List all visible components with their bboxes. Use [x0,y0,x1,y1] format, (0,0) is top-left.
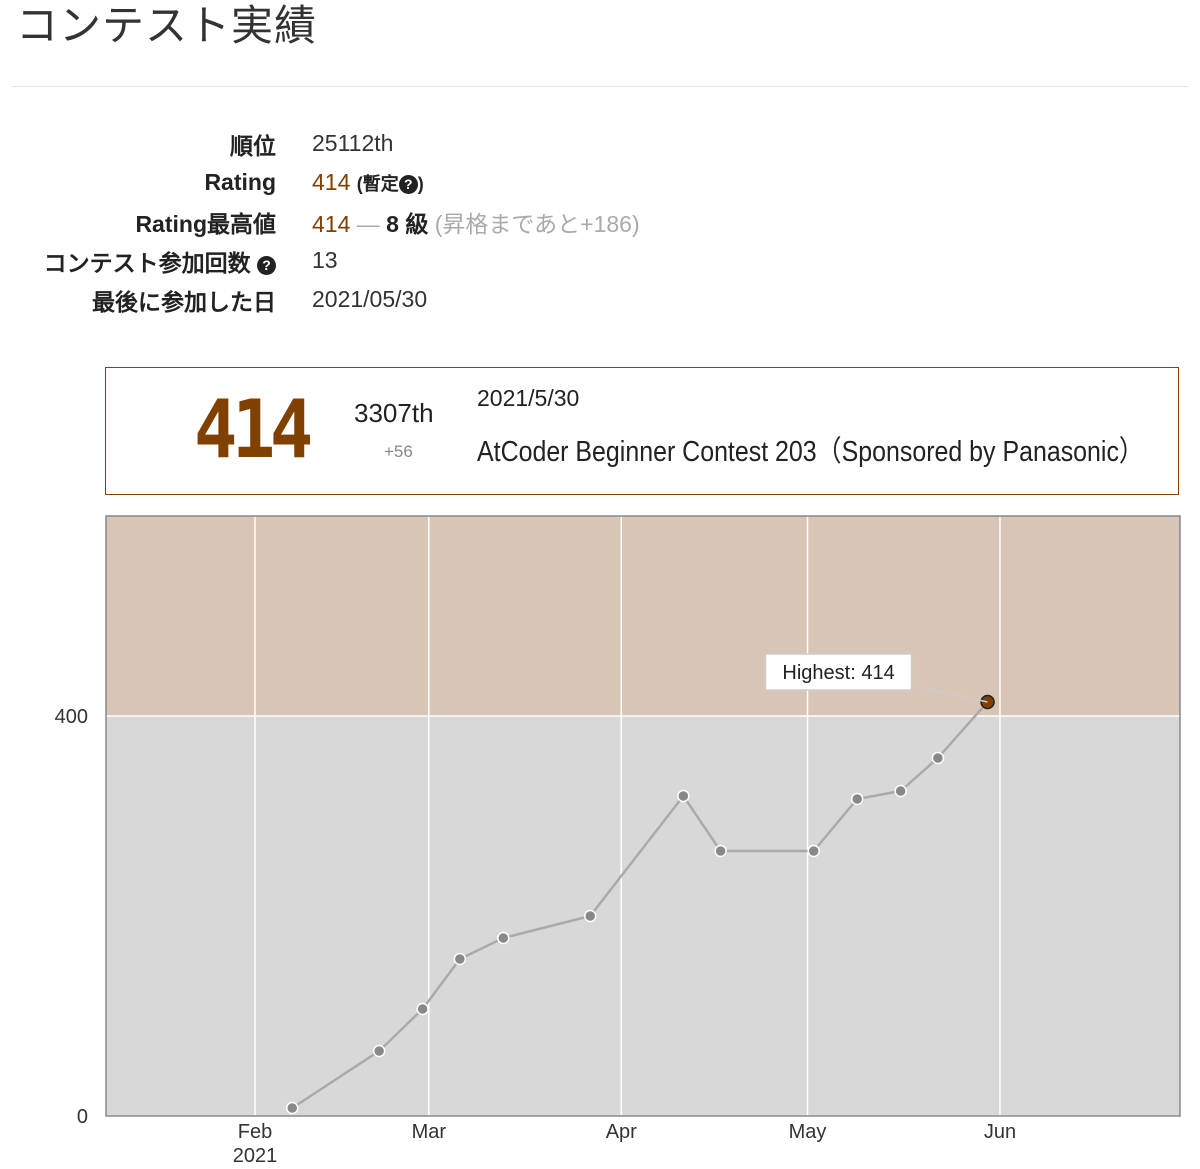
rating-point[interactable] [850,792,864,806]
provisional-note: (暫定?) [357,174,424,194]
rank-label: 順位 [230,132,276,159]
status-place: 3307th [354,398,434,428]
rating-cell: 414 (暫定?) [312,163,640,202]
highest-label: Rating最高値 [135,210,276,237]
plot-border [105,515,1181,1117]
rating-point[interactable] [583,909,597,923]
last-row: 最後に参加した日 2021/05/30 [0,280,640,319]
highest-row: Rating最高値 414 — 8 級 (昇格まであと+186) [0,202,640,241]
rank-row: 順位 25112th [0,124,640,163]
rating-point[interactable] [714,844,727,858]
status-rating: 414 [194,383,313,476]
rating-point[interactable] [285,1101,299,1115]
rating-point[interactable] [372,1044,386,1058]
x-tick-label: Mar [412,1121,447,1143]
rating-point[interactable] [677,789,690,803]
status-date: 2021/5/30 [477,385,580,411]
x-tick-label: Feb [238,1121,272,1143]
count-label-cell: コンテスト参加回数 ? [0,241,312,280]
annotation-box [764,653,913,691]
rating-point[interactable] [894,784,907,798]
provisional-close: ) [417,174,424,194]
rating-point[interactable] [416,1002,429,1016]
y-tick-label: 0 [77,1106,88,1128]
rank-value: 25112th [312,130,394,156]
count-row: コンテスト参加回数 ? 13 [0,241,640,280]
status-contest-link[interactable]: AtCoder Beginner Contest 203（Sponsored b… [477,436,1144,468]
rating-band [106,716,1180,1116]
kyu-label: 8 級 [386,210,429,237]
rating-label: Rating [204,169,276,195]
status-diff: +56 [384,442,413,461]
rating-point[interactable] [807,844,820,858]
count-label: コンテスト参加回数 [43,249,251,276]
rating-point[interactable] [931,751,945,765]
x-tick-label: May [789,1121,827,1143]
rating-point[interactable] [497,931,510,945]
rating-value[interactable]: 414 [312,169,351,195]
annotation-label: Highest: 414 [782,662,894,684]
highest-cell: 414 — 8 級 (昇格まであと+186) [312,202,640,241]
help-icon[interactable]: ? [257,255,276,275]
provisional-text: (暫定 [356,174,399,194]
rating-band [106,516,1180,716]
x-tick-label: Apr [606,1121,637,1143]
last-label: 最後に参加した日 [92,288,276,315]
highest-value: 414 [312,210,351,237]
y-tick-label: 400 [55,706,88,728]
count-value: 13 [312,247,338,273]
page-title: コンテスト実績 [16,2,318,49]
divider [12,86,1188,87]
annotation-pointer [915,685,988,703]
rating-row: Rating 414 (暫定?) [0,163,640,202]
rating-status-box: 414 3307th +56 2021/5/30 AtCoder Beginne… [105,367,1179,495]
rating-point[interactable] [453,952,467,966]
help-icon[interactable]: ? [398,175,418,194]
dash: — [356,210,380,237]
x-year-label: 2021 [233,1145,278,1167]
stats-table: 順位 25112th Rating 414 (暫定?) Rating最高値 41… [0,124,640,319]
x-tick-label: Jun [984,1121,1016,1143]
last-value: 2021/05/30 [312,286,428,312]
to-next-rank: (昇格まであと+186) [434,210,640,237]
